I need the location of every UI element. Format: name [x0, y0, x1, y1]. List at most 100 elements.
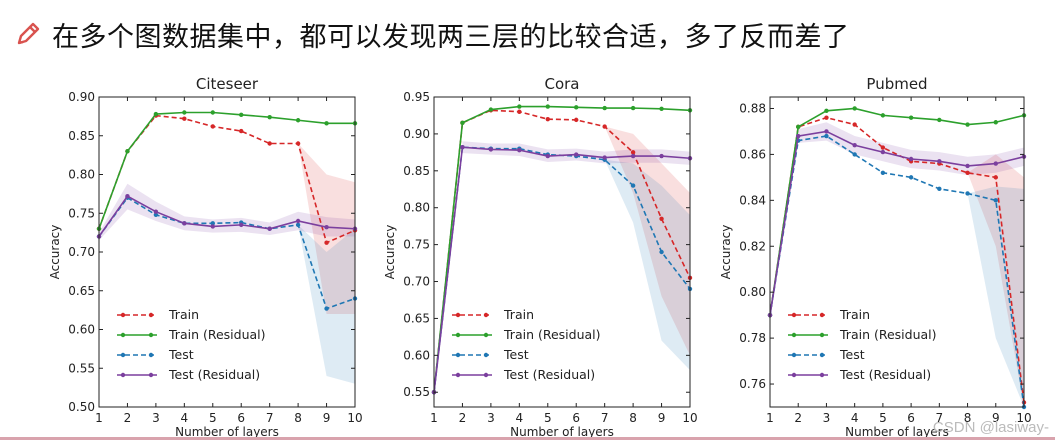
- point-train: [993, 175, 998, 180]
- y-tick-label: 0.80: [403, 201, 430, 215]
- legend: Train Train (Residual) Test Test (Residual): [452, 307, 601, 382]
- legend-marker: [455, 352, 461, 358]
- y-tick-label: 0.82: [739, 239, 766, 253]
- point-train: [517, 109, 522, 114]
- point-test-residual: [880, 149, 886, 155]
- legend-marker: [120, 372, 126, 378]
- legend-label: Test: [839, 347, 865, 362]
- point-train: [602, 124, 607, 129]
- point-train: [545, 116, 550, 122]
- point-train: [182, 116, 187, 121]
- legend-marker: [148, 352, 154, 358]
- point-test-residual: [630, 153, 636, 159]
- point-test-residual: [852, 143, 857, 148]
- legend-marker: [791, 332, 797, 338]
- y-tick-label: 0.95: [403, 90, 430, 104]
- legend-marker: [791, 352, 797, 358]
- band-test-residual-: [798, 122, 1024, 176]
- legend-label: Test: [503, 347, 529, 362]
- y-tick-label: 0.60: [403, 348, 430, 362]
- legend-label: Test (Residual): [839, 367, 931, 382]
- point-train-residual: [908, 115, 914, 120]
- legend: Train Train (Residual) Test Test (Residual): [117, 307, 266, 382]
- x-tick-label: 5: [544, 411, 552, 425]
- point-test: [965, 191, 970, 196]
- pencil-icon: [17, 22, 40, 45]
- y-tick-label: 0.86: [739, 147, 766, 161]
- y-tick-label: 0.80: [739, 285, 766, 299]
- point-train-residual: [267, 114, 272, 120]
- y-tick-label: 0.70: [68, 245, 95, 259]
- legend-marker: [483, 332, 489, 338]
- y-tick-label: 0.76: [739, 377, 766, 391]
- charts-area: Citeseer 0.50 0.55 0.60 0.65 0.70 0.75 0.80 0.85…: [0, 66, 1055, 440]
- charts-svg: Citeseer 0.50 0.55 0.60 0.65 0.70 0.75 0.80 0.85…: [48, 75, 1032, 439]
- x-tick-label: 7: [601, 411, 609, 425]
- point-train-residual: [796, 124, 801, 130]
- bottom-divider: [0, 437, 1055, 440]
- point-train-residual: [295, 118, 301, 123]
- point-test: [210, 221, 215, 226]
- legend-marker: [120, 312, 126, 318]
- point-test-residual: [602, 155, 607, 160]
- header-text: 在多个图数据集中，都可以发现两三层的比较合适，多了反而差了: [52, 21, 850, 53]
- point-test: [937, 186, 942, 192]
- x-axis-label: Number of layers: [845, 425, 949, 439]
- x-tick-label: 4: [181, 411, 189, 425]
- legend-marker: [455, 312, 461, 318]
- legend-label: Test (Residual): [168, 367, 260, 382]
- point-train: [824, 115, 829, 120]
- y-tick-label: 0.55: [403, 385, 430, 399]
- legend-marker: [819, 332, 825, 338]
- point-test: [153, 212, 159, 217]
- header: 在多个图数据集中，都可以发现两三层的比较合适，多了反而差了: [14, 14, 850, 54]
- point-train-residual: [965, 122, 970, 127]
- point-test: [630, 183, 636, 188]
- point-test-residual: [824, 129, 829, 134]
- x-tick-label: 10: [682, 411, 697, 425]
- point-train: [880, 145, 886, 150]
- x-tick-label: 10: [1016, 411, 1031, 425]
- legend-marker: [148, 372, 154, 378]
- point-test: [880, 170, 886, 175]
- series-line-test: [98, 196, 356, 310]
- legend-marker: [819, 372, 825, 378]
- legend-marker: [455, 372, 461, 378]
- y-tick-label: 0.50: [68, 400, 95, 414]
- point-test-residual: [659, 153, 664, 159]
- point-test-residual: [545, 153, 550, 159]
- point-train: [630, 150, 636, 155]
- y-axis-label: Accuracy: [719, 225, 733, 280]
- x-tick-label: 5: [209, 411, 217, 425]
- point-train-residual: [574, 105, 579, 110]
- legend-marker: [148, 332, 154, 338]
- x-tick-label: 7: [936, 411, 944, 425]
- y-tick-label: 0.60: [68, 323, 95, 337]
- point-test-residual: [267, 226, 272, 231]
- point-test: [295, 222, 301, 228]
- series-line-train: [433, 109, 691, 393]
- point-train-residual: [324, 121, 329, 126]
- legend-marker: [483, 312, 489, 318]
- band-train: [604, 126, 690, 356]
- point-train-residual: [210, 110, 215, 115]
- x-tick-label: 5: [879, 411, 887, 425]
- x-tick-label: 4: [516, 411, 524, 425]
- point-test-residual: [182, 221, 187, 226]
- point-train: [295, 141, 301, 146]
- series-line-train-residual: [769, 107, 1025, 316]
- point-train: [267, 141, 272, 146]
- legend-label: Test: [168, 347, 194, 362]
- point-test-residual: [965, 163, 970, 169]
- point-train-residual: [824, 108, 829, 113]
- chart-citeseer: Citeseer 0.50 0.55 0.60 0.65 0.70 0.75 0.80 0.85…: [48, 75, 363, 439]
- x-tick-label: 9: [992, 411, 1000, 425]
- point-test: [324, 306, 329, 311]
- point-train-residual: [937, 117, 942, 123]
- point-test-residual: [517, 147, 522, 153]
- band-test: [967, 186, 1024, 407]
- legend-marker: [791, 372, 797, 378]
- legend-marker: [148, 312, 154, 318]
- chart-pubmed: Pubmed 0.76 0.78 0.80 0.82 0.84 0.86 0.88 1 2 3 4 5 6…: [719, 75, 1032, 439]
- point-test-residual: [125, 194, 130, 199]
